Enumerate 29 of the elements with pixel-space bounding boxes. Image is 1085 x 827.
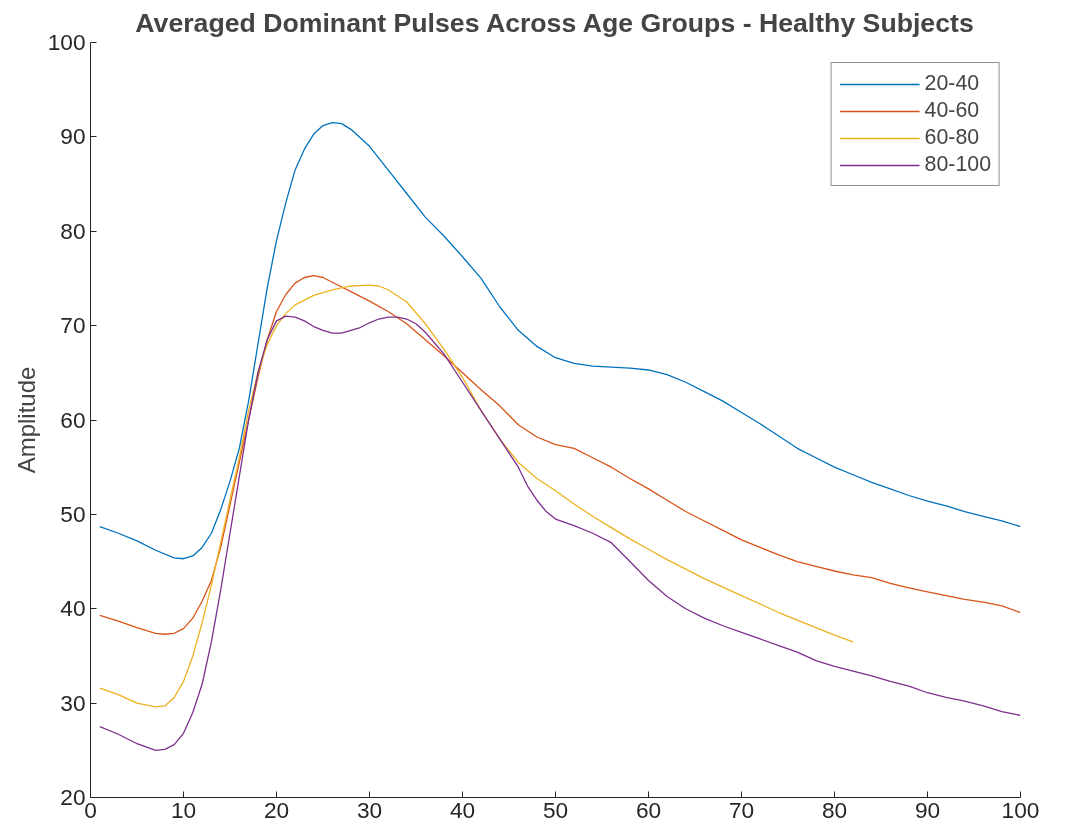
line-series	[99, 274, 1021, 635]
y-tick-label: 60	[60, 406, 86, 433]
x-tick-label: 90	[914, 796, 941, 823]
y-axis-title: Amplitude	[12, 366, 40, 474]
x-tick-label: 10	[170, 796, 197, 823]
y-tick-label: 90	[60, 123, 86, 150]
x-tick-label: 100	[1001, 796, 1040, 823]
y-tick-label: 100	[47, 29, 86, 55]
x-tick-label: 80	[821, 796, 848, 823]
y-tick-label: 30	[60, 689, 86, 716]
y-tick-label: 70	[60, 312, 86, 339]
x-tick-label: 0	[84, 796, 97, 823]
x-tick-label: 20	[263, 796, 290, 823]
legend-label: 80-100	[924, 152, 991, 177]
legend-label: 40-60	[924, 98, 980, 123]
chart-title: Averaged Dominant Pulses Across Age Groups - Healthy Subjects	[135, 7, 974, 38]
y-tick-label: 50	[60, 500, 86, 527]
x-tick-label: 50	[542, 796, 569, 823]
y-tick-label: 80	[60, 217, 86, 244]
y-tick-label: 40	[60, 595, 86, 622]
legend-label: 60-80	[924, 125, 980, 150]
line-series	[99, 315, 1021, 751]
line-series	[99, 122, 1021, 560]
line-series	[99, 284, 854, 708]
x-tick-label: 70	[728, 796, 755, 823]
x-tick-label: 60	[635, 796, 662, 823]
legend-label: 20-40	[924, 71, 980, 96]
x-tick-label: 30	[356, 796, 383, 823]
x-tick-label: 40	[449, 796, 476, 823]
